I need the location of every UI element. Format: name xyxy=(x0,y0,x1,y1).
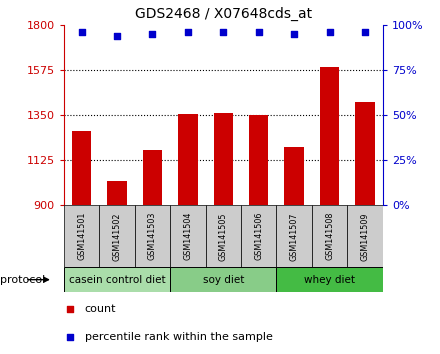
Bar xyxy=(143,150,162,205)
Bar xyxy=(64,267,170,292)
Point xyxy=(362,29,369,35)
Point xyxy=(67,307,74,312)
Point xyxy=(67,334,74,339)
Text: protocol: protocol xyxy=(0,275,45,285)
Text: GSM141506: GSM141506 xyxy=(254,212,263,261)
Text: GSM141502: GSM141502 xyxy=(113,212,121,261)
Point xyxy=(114,33,121,39)
Bar xyxy=(170,205,205,267)
Text: GSM141508: GSM141508 xyxy=(325,212,334,261)
Bar xyxy=(356,102,375,205)
Text: soy diet: soy diet xyxy=(202,275,244,285)
Bar xyxy=(107,181,127,205)
Text: GSM141509: GSM141509 xyxy=(360,212,370,261)
Bar xyxy=(241,205,276,267)
Bar xyxy=(276,205,312,267)
Bar xyxy=(72,131,91,205)
Title: GDS2468 / X07648cds_at: GDS2468 / X07648cds_at xyxy=(135,7,312,21)
Bar xyxy=(284,147,304,205)
Text: GSM141505: GSM141505 xyxy=(219,212,228,261)
Point xyxy=(184,29,191,35)
Bar xyxy=(99,205,135,267)
Bar xyxy=(135,205,170,267)
Text: GSM141501: GSM141501 xyxy=(77,212,86,261)
Bar xyxy=(276,267,383,292)
Bar xyxy=(205,205,241,267)
Point xyxy=(326,29,333,35)
Point xyxy=(255,29,262,35)
Bar xyxy=(312,205,347,267)
Text: whey diet: whey diet xyxy=(304,275,355,285)
Text: percentile rank within the sample: percentile rank within the sample xyxy=(84,332,272,342)
Point xyxy=(291,31,298,37)
Text: GSM141503: GSM141503 xyxy=(148,212,157,261)
Point xyxy=(78,29,85,35)
Bar xyxy=(170,267,276,292)
Bar xyxy=(347,205,383,267)
Text: GSM141507: GSM141507 xyxy=(290,212,299,261)
Point xyxy=(149,31,156,37)
Text: count: count xyxy=(84,304,116,314)
Text: GSM141504: GSM141504 xyxy=(183,212,192,261)
Text: casein control diet: casein control diet xyxy=(69,275,165,285)
Bar xyxy=(249,115,268,205)
Bar xyxy=(213,113,233,205)
Bar xyxy=(320,67,339,205)
Point xyxy=(220,29,227,35)
Bar xyxy=(178,114,198,205)
Bar xyxy=(64,205,99,267)
